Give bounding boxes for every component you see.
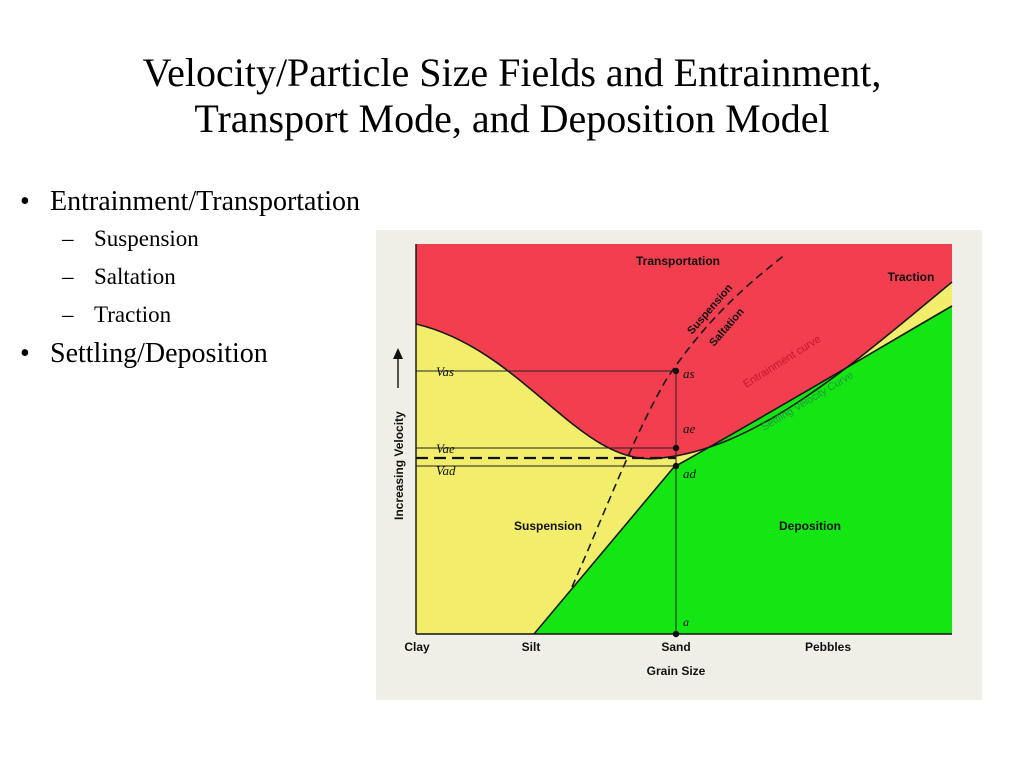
label-point-a: a (683, 615, 689, 629)
hjulstrom-diagram: Transportation Traction Suspension Depos… (376, 230, 982, 700)
slide-title: Velocity/Particle Size Fields and Entrai… (40, 50, 984, 142)
sub-bullet-traction: Traction (14, 296, 454, 334)
bullet-entrainment: Entrainment/Transportation (14, 184, 454, 220)
sub-bullet-saltation: Saltation (14, 258, 454, 296)
suspension-saltation-boundary (571, 253, 787, 588)
label-point-ad: ad (683, 466, 697, 481)
sub-bullet-suspension: Suspension (14, 220, 454, 258)
x-axis-label: Grain Size (647, 664, 706, 678)
title-line-2: Transport Mode, and Deposition Model (194, 96, 830, 141)
settling-velocity-curve (533, 305, 953, 635)
point-ae (672, 444, 680, 452)
x-tick-clay: Clay (404, 640, 430, 654)
bullet-settling: Settling/Deposition (14, 336, 454, 372)
label-transportation: Transportation (636, 254, 720, 268)
x-tick-sand: Sand (661, 640, 690, 654)
y-axis-label: Increasing Velocity (392, 411, 406, 520)
x-tick-pebbles: Pebbles (805, 640, 851, 654)
label-suspension-field: Suspension (514, 519, 582, 533)
point-as (672, 367, 680, 375)
label-point-ae: ae (683, 421, 696, 436)
label-vad: Vad (436, 463, 456, 478)
title-line-1: Velocity/Particle Size Fields and Entrai… (142, 50, 882, 95)
label-traction: Traction (888, 270, 935, 284)
label-point-as: as (683, 366, 695, 381)
deposition-field (534, 306, 952, 634)
label-vas: Vas (436, 364, 454, 379)
point-ad (672, 462, 680, 470)
bullet-list: Entrainment/Transportation Suspension Sa… (14, 184, 454, 372)
label-vae: Vae (436, 441, 455, 456)
label-deposition: Deposition (779, 519, 841, 533)
y-axis-arrow-icon (393, 348, 403, 359)
x-tick-silt: Silt (522, 640, 541, 654)
